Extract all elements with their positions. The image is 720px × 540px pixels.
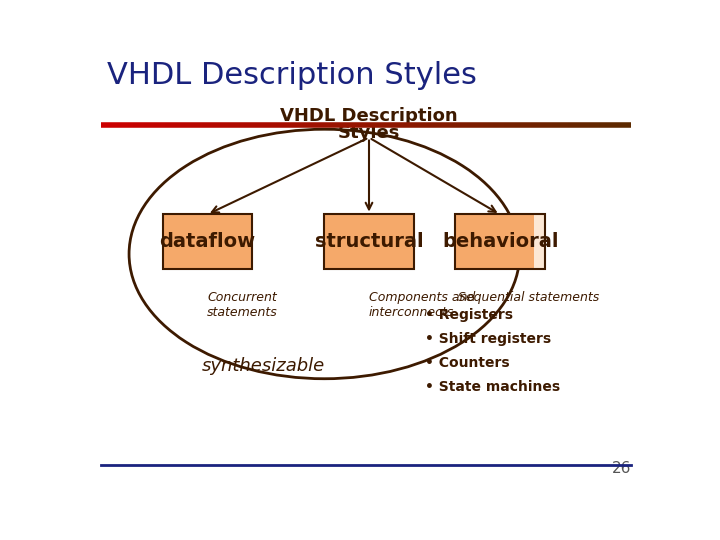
Bar <box>163 214 252 268</box>
Text: • Shift registers: • Shift registers <box>425 332 551 346</box>
Text: VHDL Description Styles: VHDL Description Styles <box>107 60 477 90</box>
Bar <box>456 214 545 268</box>
Text: VHDL Description: VHDL Description <box>280 107 458 125</box>
Text: Concurrent
statements: Concurrent statements <box>207 292 278 320</box>
Text: synthesizable: synthesizable <box>202 356 325 375</box>
Text: Styles: Styles <box>338 124 400 141</box>
Text: • Registers: • Registers <box>425 308 513 322</box>
Bar <box>324 214 413 268</box>
Bar <box>534 214 545 268</box>
Text: • Counters: • Counters <box>425 356 510 370</box>
Text: 26: 26 <box>612 462 631 476</box>
Text: dataflow: dataflow <box>159 232 256 251</box>
Text: • State machines: • State machines <box>425 380 560 394</box>
Text: Sequential statements: Sequential statements <box>459 292 600 305</box>
Text: behavioral: behavioral <box>442 232 559 251</box>
Text: structural: structural <box>315 232 423 251</box>
Text: Components and
interconnects: Components and interconnects <box>369 292 475 320</box>
Bar <box>456 214 534 268</box>
